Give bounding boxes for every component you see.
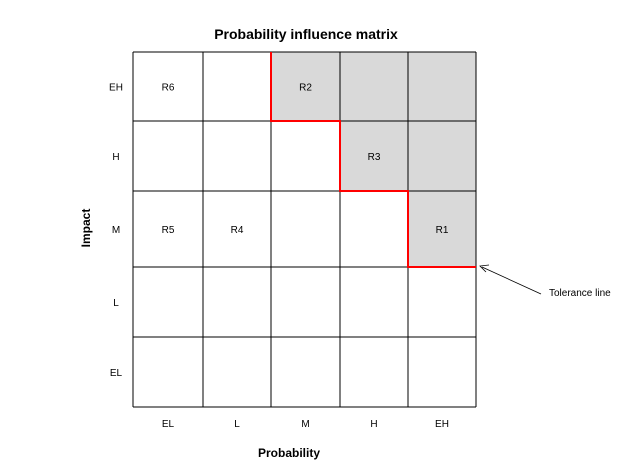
shaded-cell bbox=[340, 52, 408, 121]
probability-tick: M bbox=[301, 419, 309, 430]
probability-tick: EH bbox=[435, 419, 449, 430]
risk-label-r2: R2 bbox=[299, 83, 312, 94]
shaded-cells bbox=[271, 52, 476, 267]
risk-label-r4: R4 bbox=[231, 225, 244, 236]
tolerance-line bbox=[270, 52, 476, 268]
impact-tick: EH bbox=[109, 83, 123, 94]
risk-label-r6: R6 bbox=[162, 83, 175, 94]
probability-tick: L bbox=[234, 419, 240, 430]
risk-label-r5: R5 bbox=[162, 225, 175, 236]
impact-tick: M bbox=[112, 225, 120, 236]
tolerance-annotation: Tolerance line bbox=[479, 264, 611, 299]
shaded-cell bbox=[408, 191, 476, 267]
impact-tick: L bbox=[113, 298, 119, 309]
shaded-cell bbox=[408, 121, 476, 191]
risk-label-r3: R3 bbox=[368, 152, 381, 163]
annotation-leader bbox=[481, 266, 542, 295]
risk-label-r1: R1 bbox=[436, 225, 449, 236]
annotation-arrowhead bbox=[479, 264, 490, 273]
probability-tick: H bbox=[370, 419, 377, 430]
y-axis-title: Impact bbox=[79, 209, 93, 248]
tolerance-label: Tolerance line bbox=[549, 288, 611, 299]
impact-tick: H bbox=[112, 152, 119, 163]
risk-labels: R6 R2 R3 R5 R4 R1 bbox=[162, 83, 449, 237]
shaded-cell bbox=[340, 121, 408, 191]
probability-tick: EL bbox=[162, 419, 175, 430]
impact-tick-labels: EH H M L EL bbox=[109, 83, 123, 380]
probability-tick-labels: EL L M H EH bbox=[162, 419, 449, 430]
impact-tick: EL bbox=[110, 368, 123, 379]
chart-title: Probability influence matrix bbox=[214, 26, 398, 42]
tolerance-polyline bbox=[270, 52, 476, 268]
shaded-cell bbox=[271, 52, 340, 121]
x-axis-title: Probability bbox=[258, 446, 320, 460]
shaded-cell bbox=[408, 52, 476, 121]
